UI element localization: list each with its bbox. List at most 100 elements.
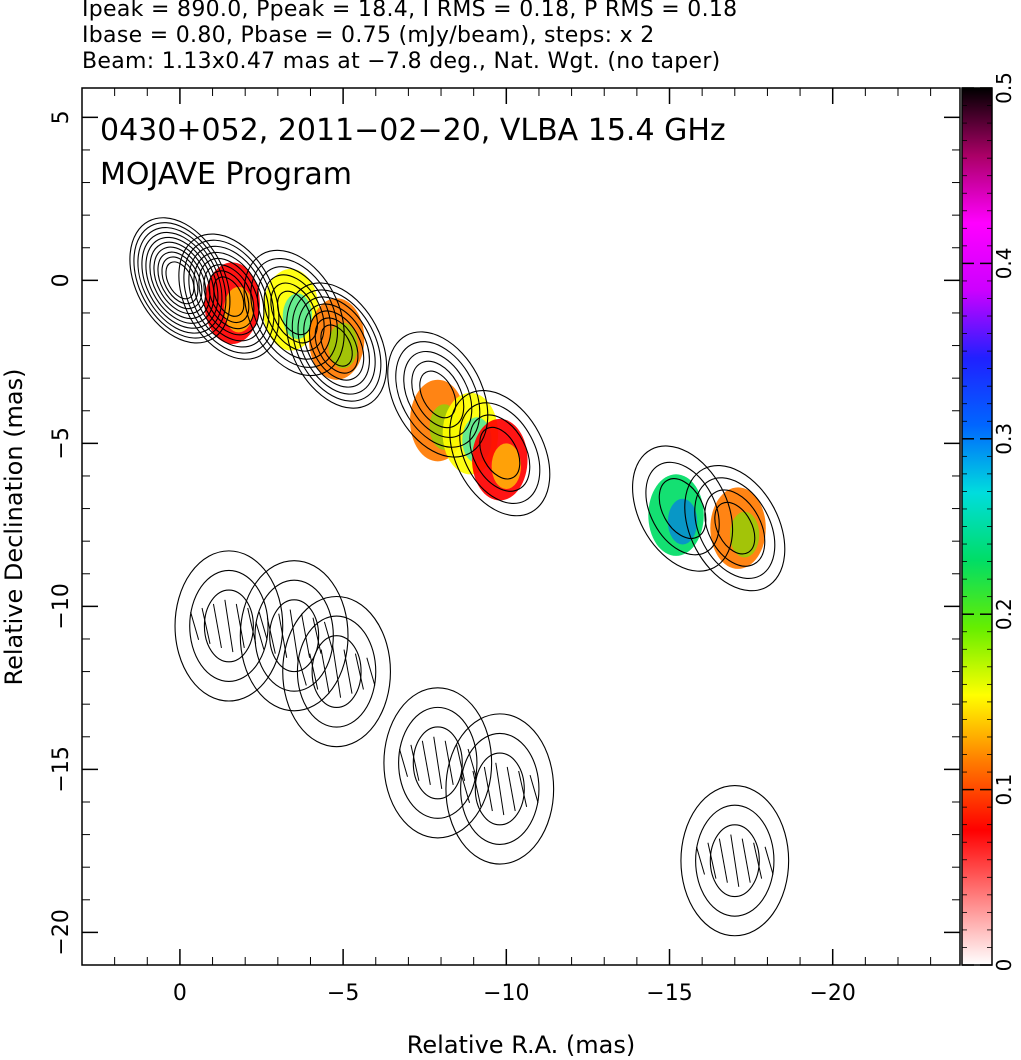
colorbar-tick-label: 0.1 xyxy=(992,774,1016,806)
evpa-vector xyxy=(332,645,342,698)
evpa-vector xyxy=(278,613,288,658)
polarized-intensity-contour xyxy=(269,599,320,673)
y-tick-label: −10 xyxy=(49,583,74,629)
evpa-vector xyxy=(258,611,268,640)
intensity-contour xyxy=(157,251,203,310)
polarized-intensity-contour xyxy=(695,804,775,917)
intensity-contour xyxy=(320,324,353,367)
evpa-vector xyxy=(301,613,311,658)
intensity-contour xyxy=(632,445,734,572)
intensity-contour xyxy=(213,276,245,317)
evpa-vector xyxy=(467,748,477,777)
intensity-contour xyxy=(161,256,199,305)
polarized-intensity-contour xyxy=(412,726,463,800)
evpa-vector xyxy=(201,607,211,644)
intensity-contour xyxy=(165,261,195,300)
colorbar-tick-label: 0.2 xyxy=(992,598,1016,630)
evpa-vector xyxy=(753,842,763,879)
polarized-intensity-contour xyxy=(460,732,540,845)
intensity-contour xyxy=(714,501,756,555)
evpa-vector xyxy=(718,838,728,883)
evpa-vector xyxy=(529,774,539,803)
intensity-contour xyxy=(145,236,215,324)
evpa-vector xyxy=(190,611,200,640)
evpa-vector xyxy=(399,748,408,777)
fractional-pol-core xyxy=(491,443,521,490)
evpa-vector xyxy=(289,609,299,662)
evpa-vector xyxy=(506,766,516,812)
y-tick-label: 0 xyxy=(49,273,74,287)
colorbar-tick-label: 0.3 xyxy=(992,423,1016,455)
intensity-contour xyxy=(704,489,766,567)
intensity-contour xyxy=(658,478,707,539)
intensity-contour xyxy=(684,464,786,592)
colorbar-tick-label: 0.4 xyxy=(992,247,1016,279)
colorbar-tick-label: 0 xyxy=(992,959,1016,972)
colorbar-axis: 0 0.1 0.2 0.3 0.4 0.5 xyxy=(962,72,1016,971)
intensity-contour xyxy=(297,296,376,395)
intensity-contour xyxy=(286,282,388,409)
polarized-intensity-contour xyxy=(203,589,254,663)
x-tick-label: −5 xyxy=(327,981,359,1006)
intensity-contour xyxy=(133,222,227,339)
intensity-contour xyxy=(479,426,521,480)
evpa-vector xyxy=(764,846,774,875)
evpa-vector xyxy=(309,653,319,690)
plot-frame xyxy=(81,87,961,966)
plot-subtitle: MOJAVE Program xyxy=(100,157,352,192)
intensity-contour xyxy=(203,264,255,330)
evpa-vector xyxy=(483,766,493,812)
polarized-intensity-contour xyxy=(282,595,391,748)
intensity-contour xyxy=(270,282,319,344)
evpa-vector xyxy=(741,838,751,883)
intensity-contour xyxy=(694,477,776,580)
evpa-vector xyxy=(247,607,257,644)
y-tick-label: −20 xyxy=(49,909,74,955)
intensity-contour xyxy=(137,227,223,334)
polarized-intensity-contour xyxy=(680,785,790,937)
evpa-vector xyxy=(730,834,740,887)
evpa-vector-layer xyxy=(190,599,774,887)
plot-title: 0430+052, 2011−02−20, VLBA 15.4 GHz xyxy=(100,113,726,148)
colorbar-tick-label: 0.5 xyxy=(992,72,1016,104)
intensity-contour xyxy=(141,231,219,329)
axes: 0 −5 −10 −15 −20 5 0 −5 −10 −15 −20 xyxy=(49,88,960,1006)
intensity-contour xyxy=(178,233,280,360)
evpa-vector xyxy=(354,653,364,690)
intensity-contour xyxy=(419,370,457,419)
intensity-contour xyxy=(291,289,382,402)
intensity-contour xyxy=(250,257,339,368)
evpa-vector xyxy=(212,603,222,649)
intensity-contour xyxy=(129,217,231,344)
intensity-contour xyxy=(645,461,720,556)
polarized-intensity-contour xyxy=(311,635,362,709)
polarized-intensity-contour xyxy=(383,687,493,839)
evpa-vector xyxy=(421,740,431,785)
evpa-vector xyxy=(472,770,482,808)
evpa-vector xyxy=(323,621,333,650)
intensity-contour xyxy=(308,310,365,381)
intensity-contour xyxy=(276,290,312,336)
intensity-contour xyxy=(263,274,325,352)
evpa-vector xyxy=(343,649,353,694)
y-axis-label: Relative Declination (mas) xyxy=(0,368,28,685)
y-tick-label: −5 xyxy=(49,427,74,459)
intensity-contour xyxy=(411,360,465,429)
evpa-vector xyxy=(461,774,470,803)
evpa-vector xyxy=(366,657,376,686)
intensity-contour xyxy=(188,245,270,348)
evpa-vector xyxy=(696,846,705,875)
x-axis-label: Relative R.A. (mas) xyxy=(407,1031,635,1059)
polarized-intensity-contour xyxy=(296,615,377,728)
x-tick-label: −15 xyxy=(646,981,692,1006)
x-tick-label: −10 xyxy=(483,981,529,1006)
intensity-contour xyxy=(193,251,265,342)
evpa-vector xyxy=(255,621,265,650)
x-tick-label: 0 xyxy=(173,981,187,1006)
intensity-contour xyxy=(449,389,551,517)
intensity-contour xyxy=(303,303,370,388)
polarized-intensity-contour xyxy=(174,550,284,702)
intensity-contour xyxy=(314,317,359,374)
y-tick-label: −15 xyxy=(49,746,74,792)
evpa-vector xyxy=(410,744,420,781)
